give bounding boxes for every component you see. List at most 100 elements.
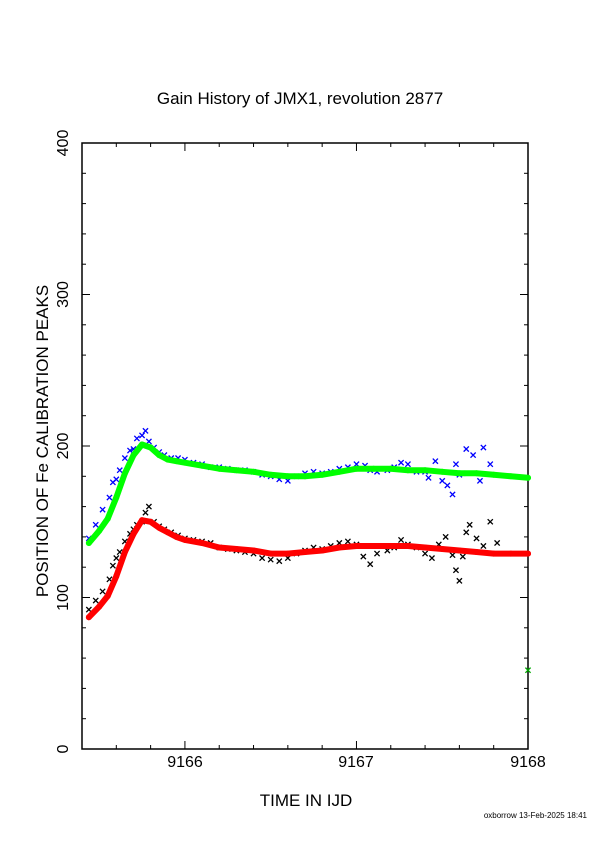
data-point — [449, 491, 456, 498]
data-point — [104, 592, 111, 599]
data-point — [466, 521, 473, 528]
data-point — [302, 473, 308, 480]
data-point — [456, 470, 463, 477]
data-point — [387, 465, 394, 472]
data-point — [524, 667, 532, 674]
data-point — [480, 542, 487, 550]
data-point — [404, 461, 411, 468]
y-tick-label: 300 — [55, 281, 72, 308]
data-point — [173, 533, 180, 540]
data-point — [398, 536, 405, 543]
data-point — [473, 549, 480, 556]
data-point — [459, 553, 466, 560]
data-point — [490, 550, 497, 557]
data-point — [422, 544, 429, 551]
data-point — [370, 465, 377, 472]
data-point — [121, 470, 128, 477]
data-point — [353, 465, 360, 472]
data-point — [139, 441, 146, 448]
data-point — [360, 553, 367, 560]
data-point — [181, 459, 188, 466]
axis-ticks — [81, 142, 529, 750]
series-layer — [85, 427, 532, 674]
data-point — [487, 461, 494, 468]
data-point — [444, 482, 451, 489]
data-point — [145, 503, 152, 510]
data-point — [164, 456, 171, 463]
x-tick-label: 9167 — [338, 754, 374, 771]
data-point — [284, 550, 291, 557]
data-point — [267, 550, 274, 557]
series-line — [85, 517, 531, 621]
series — [85, 441, 531, 546]
data-point — [85, 614, 92, 621]
data-point — [344, 538, 351, 545]
data-point — [353, 542, 360, 549]
data-point — [130, 452, 137, 459]
data-point — [507, 550, 514, 557]
data-point — [199, 539, 206, 546]
data-point — [233, 546, 240, 553]
data-point — [439, 477, 446, 484]
data-point — [476, 477, 484, 484]
data-point — [104, 515, 111, 522]
data-point — [487, 518, 494, 525]
data-point — [442, 533, 449, 540]
data-point — [99, 506, 106, 513]
data-point — [106, 494, 113, 501]
y-axis-label: POSITION OF Fe CALIBRATION PEAKS — [33, 285, 52, 597]
footer-credit: oxborrow 13-Feb-2025 18:41 — [484, 811, 588, 820]
data-point — [473, 470, 480, 477]
data-point — [404, 542, 411, 549]
data-point — [113, 494, 120, 501]
data-point — [199, 462, 206, 469]
y-tick-label: 200 — [55, 433, 72, 460]
data-point — [147, 444, 154, 451]
x-tick-label: 9166 — [167, 754, 203, 771]
data-point — [439, 468, 446, 475]
data-point — [156, 524, 163, 531]
data-point — [284, 473, 291, 480]
data-point — [121, 549, 128, 556]
data-point — [480, 444, 487, 451]
data-point — [99, 588, 106, 595]
data-point — [116, 467, 123, 474]
data-point — [216, 544, 223, 551]
data-point — [422, 467, 429, 474]
y-tick-label: 100 — [55, 584, 72, 611]
x-axis-label: TIME IN IJD — [260, 791, 353, 810]
data-point — [133, 435, 140, 442]
data-point — [250, 547, 257, 554]
data-point — [456, 577, 463, 584]
data-point — [432, 458, 439, 465]
data-point — [428, 555, 435, 562]
data-point — [156, 452, 163, 459]
data-point — [126, 447, 134, 454]
data-point — [439, 546, 446, 553]
series — [524, 667, 532, 674]
data-point — [85, 539, 92, 546]
data-point — [507, 473, 514, 480]
data-point — [164, 529, 171, 536]
data-point — [319, 471, 326, 478]
data-point — [463, 445, 470, 453]
data-point — [367, 561, 374, 568]
data-point — [452, 461, 460, 468]
data-point — [142, 427, 149, 434]
data-point — [373, 550, 381, 557]
data-point — [267, 471, 274, 478]
data-point — [113, 476, 120, 483]
data-point — [96, 527, 103, 534]
data-point — [109, 562, 116, 569]
data-point — [336, 544, 343, 551]
data-point — [121, 455, 128, 462]
data-point — [494, 539, 501, 547]
data-point — [336, 468, 343, 475]
data-point — [452, 567, 460, 574]
data-point — [138, 432, 146, 439]
data-point — [233, 467, 240, 474]
y-tick-label: 400 — [55, 130, 72, 157]
data-point — [259, 555, 266, 562]
data-point — [92, 597, 99, 604]
